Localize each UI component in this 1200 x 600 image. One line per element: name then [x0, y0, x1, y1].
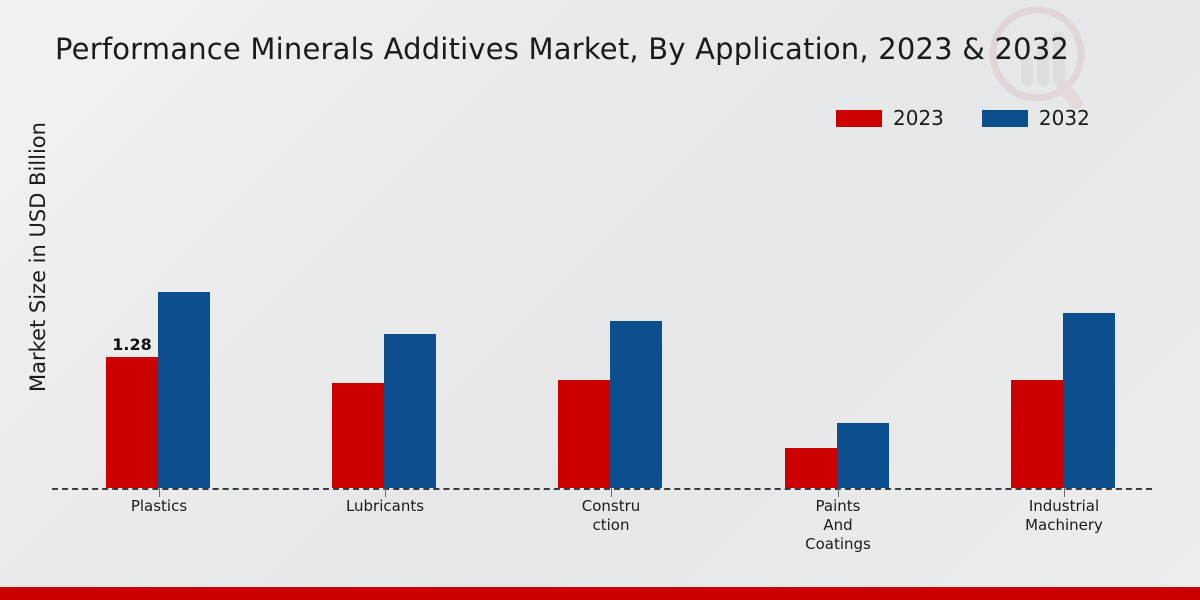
axis-tick — [385, 488, 386, 497]
bar-2032-industrial-machinery[interactable] — [1063, 313, 1115, 488]
legend-label-2032: 2032 — [1038, 106, 1090, 130]
category-label-line: Constru — [581, 497, 641, 515]
bar-group — [1011, 313, 1115, 488]
category-label-line: Machinery — [1025, 516, 1103, 534]
bar-value-label: 1.28 — [112, 335, 152, 354]
footer-bar — [0, 587, 1200, 600]
legend-swatch-2032 — [981, 109, 1028, 127]
bar-group: 1.28 — [106, 292, 210, 488]
category-label-plastics: Plastics — [64, 497, 254, 516]
legend-item-2032[interactable]: 2032 — [981, 106, 1090, 130]
category-label-line: Lubricants — [345, 497, 425, 515]
category-label-paints-and-coatings: Paints And Coatings — [743, 497, 933, 554]
bar-2023-industrial-machinery[interactable] — [1011, 380, 1063, 488]
category-label-line: ction — [592, 516, 630, 534]
category-label-line: Coatings — [805, 535, 871, 553]
category-label-industrial-machinery: Industrial Machinery — [969, 497, 1159, 535]
x-axis-baseline — [52, 488, 1152, 490]
axis-tick — [159, 488, 160, 497]
category-label-lubricants: Lubricants — [290, 497, 480, 516]
bar-2032-plastics[interactable] — [158, 292, 210, 488]
category-label-constru-ction: Constru ction — [516, 497, 706, 535]
category-label-line: Plastics — [130, 497, 188, 515]
bar-group — [785, 423, 889, 488]
axis-tick — [838, 488, 839, 497]
category-label-line: And — [823, 516, 853, 534]
axis-tick — [1064, 488, 1065, 497]
legend-swatch-2023 — [836, 109, 882, 127]
bar-2032-lubricants[interactable] — [384, 334, 436, 488]
bar-2023-paints-and-coatings[interactable] — [785, 448, 837, 488]
bar-2023-lubricants[interactable] — [332, 383, 384, 488]
legend-label-2023: 2023 — [893, 106, 944, 130]
axis-tick — [611, 488, 612, 497]
bar-2023-plastics[interactable]: 1.28 — [106, 335, 158, 488]
bar-2023-constru-ction[interactable] — [558, 380, 610, 488]
bar-group — [558, 321, 662, 488]
page-title: Performance Minerals Additives Market, B… — [55, 32, 1070, 66]
bar-2032-constru-ction[interactable] — [610, 321, 662, 488]
category-label-line: Industrial — [1028, 497, 1100, 515]
category-label-line: Paints — [815, 497, 861, 515]
legend-item-2023[interactable]: 2023 — [836, 106, 944, 130]
bar-group — [332, 334, 436, 488]
bar-2032-paints-and-coatings[interactable] — [837, 423, 889, 488]
chart-legend: 2023 2032 — [836, 106, 1090, 130]
